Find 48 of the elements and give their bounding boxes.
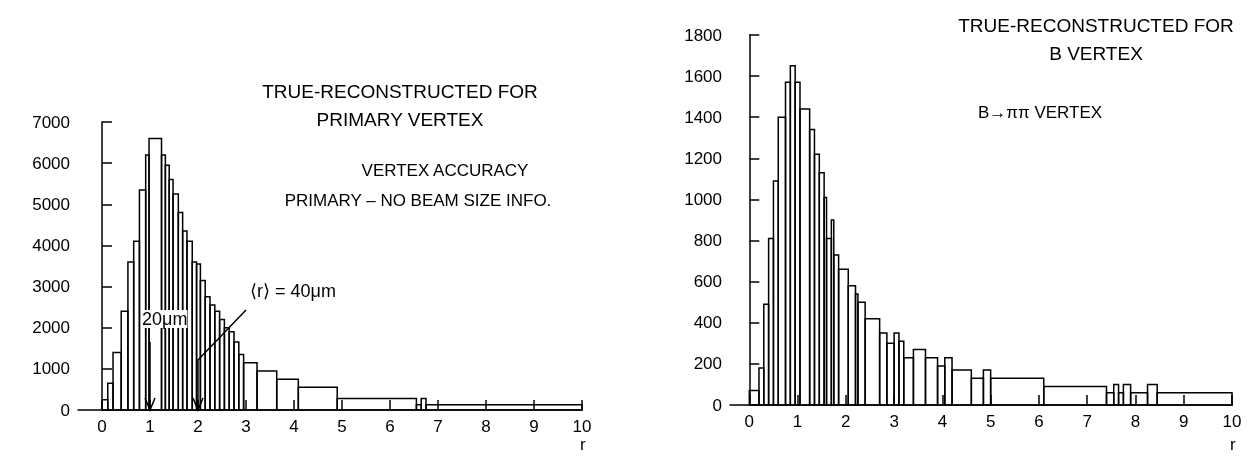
x-tick-label: 0: [744, 412, 755, 431]
chart-title: TRUE-RECONSTRUCTED FOR B VERTEX: [958, 14, 1234, 64]
y-tick-label: 1000: [32, 359, 70, 379]
y-tick-label: 5000: [32, 194, 70, 214]
x-tick-label: 8: [481, 417, 491, 436]
x-tick-label: 2: [193, 417, 203, 436]
y-tick-label: 4000: [32, 235, 70, 255]
x-tick-label: 1: [792, 412, 803, 431]
y-tick-label: 800: [693, 231, 722, 251]
x-tick-label: 3: [889, 412, 899, 431]
x-tick-label: 4: [937, 412, 948, 431]
annotation: PRIMARY – NO BEAM SIZE INFO.: [284, 191, 552, 210]
x-axis-title: r: [580, 435, 586, 454]
y-tick-label: 1200: [684, 148, 722, 168]
y-tick-label: 400: [693, 313, 722, 333]
y-tick-label: 600: [693, 272, 722, 292]
y-tick-label: 1400: [684, 107, 722, 127]
x-tick-label: 5: [985, 412, 996, 431]
y-tick-label: 2000: [32, 318, 70, 338]
x-tick-label: 4: [289, 417, 299, 436]
x-tick-label: 9: [529, 417, 539, 436]
x-tick-label: 10: [1222, 412, 1242, 431]
annotation: ⟨r⟩ = 40μm: [250, 281, 336, 301]
x-tick-label: 1: [145, 417, 155, 436]
x-tick-label: 7: [1082, 412, 1092, 431]
x-tick-label: 9: [1179, 412, 1189, 431]
y-tick-label: 1800: [684, 25, 722, 45]
x-tick-label: 6: [1034, 412, 1044, 431]
x-tick-label: 5: [337, 417, 347, 436]
x-tick-label: 6: [385, 417, 395, 436]
y-tick-label: 1000: [684, 189, 722, 209]
y-tick-label: 200: [693, 354, 722, 374]
y-tick-label: 0: [712, 395, 722, 415]
annotation: VERTEX ACCURACY: [361, 161, 529, 180]
x-tick-label: 0: [97, 417, 107, 436]
annotation: 20μm: [142, 309, 188, 329]
y-tick-label: 7000: [32, 112, 70, 132]
y-tick-label: 6000: [32, 153, 70, 173]
chart-title: TRUE-RECONSTRUCTED FOR PRIMARY VERTEX: [262, 80, 538, 130]
annotation: B→ππ VERTEX: [977, 103, 1103, 122]
x-tick-label: 3: [241, 417, 251, 436]
y-tick-label: 1600: [684, 66, 722, 86]
x-tick-label: 10: [572, 417, 592, 436]
x-axis-title: r: [1230, 435, 1236, 454]
x-tick-label: 8: [1130, 412, 1141, 431]
x-tick-label: 7: [433, 417, 443, 436]
y-tick-label: 3000: [32, 277, 70, 297]
x-tick-label: 2: [841, 412, 851, 431]
